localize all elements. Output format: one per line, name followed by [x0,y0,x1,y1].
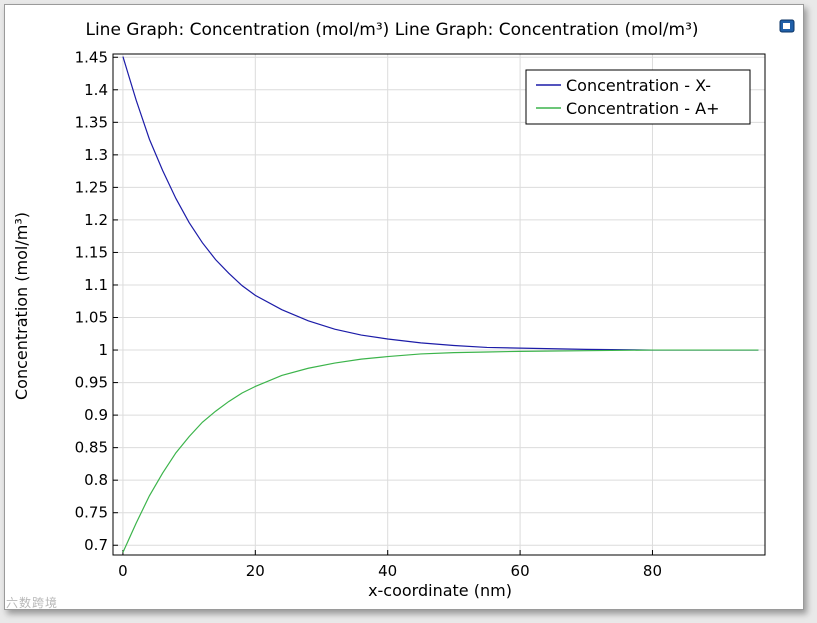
x-axis-label: x-coordinate (nm) [368,581,512,600]
y-tick-label: 1.45 [75,48,108,66]
watermark: 六数跨境 [6,596,59,610]
y-tick-label: 0.9 [84,406,108,424]
x-tick-label: 20 [246,562,265,580]
window-icon[interactable] [779,18,795,34]
axis-ticks: 0 20 40 60 80 0.7 0.75 0.8 0.85 0.9 0.95 1 1.05 1.1 1.… [75,48,662,580]
plot-area [112,53,766,556]
x-tick-label: 60 [511,562,530,580]
y-axis-label: Concentration (mol/m³) [12,212,31,400]
y-tick-label: 1.4 [84,81,108,99]
series-lines [122,56,759,553]
x-tick-label: 40 [378,562,397,580]
y-tick-label: 0.85 [75,439,108,457]
x-tick-label: 0 [118,562,128,580]
y-tick-label: 1.1 [84,276,108,294]
y-tick-label: 1.05 [75,309,108,327]
series-line [122,349,759,553]
legend: Concentration - X- Concentration - A+ [525,69,751,125]
legend-label: Concentration - A+ [566,99,719,118]
y-tick-label: 1.15 [75,243,108,261]
y-tick-label: 1 [98,341,108,359]
legend-label: Concentration - X- [566,76,711,95]
y-tick-label: 0.7 [84,536,108,554]
y-tick-label: 1.3 [84,146,108,164]
y-tick-label: 0.8 [84,471,108,489]
y-tick-label: 1.2 [84,211,108,229]
grid-lines [113,54,765,555]
chart-title: Line Graph: Concentration (mol/m³) Line … [85,20,698,40]
legend-box [525,69,751,125]
y-tick-label: 0.75 [75,504,108,522]
y-tick-label: 1.35 [75,113,108,131]
x-tick-label: 80 [643,562,662,580]
y-tick-label: 1.25 [75,178,108,196]
y-tick-label: 0.95 [75,374,108,392]
series-line [122,56,759,351]
